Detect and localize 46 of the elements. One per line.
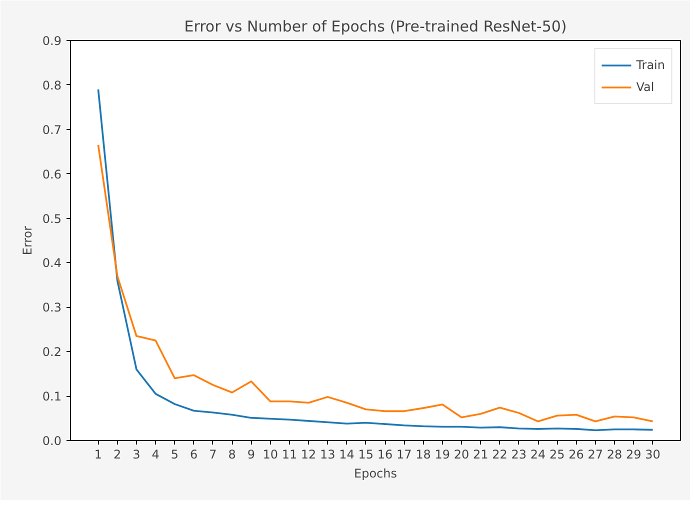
x-tick-label: 23 — [511, 448, 527, 462]
x-tick-label: 11 — [282, 448, 298, 462]
x-axis-title: Epochs — [354, 466, 397, 480]
x-tick-label: 13 — [320, 448, 336, 462]
x-tick-label: 26 — [568, 448, 584, 462]
x-tick-label: 3 — [132, 448, 140, 462]
x-tick-label: 12 — [300, 448, 316, 462]
x-tick-label: 17 — [396, 448, 412, 462]
y-tick-label: 0.8 — [42, 78, 62, 92]
x-tick-label: 25 — [550, 448, 565, 462]
x-tick-label: 18 — [416, 448, 431, 462]
x-tick-label: 16 — [377, 448, 393, 462]
x-tick-label: 19 — [434, 448, 450, 462]
legend-label: Val — [636, 80, 656, 94]
y-tick-label: 0.9 — [42, 34, 62, 48]
y-tick-label: 0.7 — [42, 122, 62, 137]
x-tick-label: 7 — [209, 448, 217, 462]
x-tick-label: 9 — [247, 448, 256, 462]
x-tick-label: 28 — [606, 448, 622, 462]
x-tick-label: 15 — [358, 448, 374, 462]
x-tick-label: 21 — [473, 448, 488, 462]
y-tick-label: 0.6 — [42, 167, 62, 182]
legend-label: Train — [636, 58, 665, 72]
x-tick-label: 5 — [170, 448, 179, 462]
line-series — [97, 144, 654, 422]
x-tick-label: 10 — [262, 448, 278, 462]
y-tick-label: 0.5 — [42, 212, 62, 226]
x-tick-label: 27 — [588, 448, 604, 462]
y-tick-label: 0.2 — [42, 345, 62, 360]
x-tick-label: 6 — [190, 448, 198, 462]
x-tick-label: 14 — [339, 448, 354, 462]
x-tick-label: 24 — [530, 448, 546, 462]
x-tick-label: 8 — [228, 448, 236, 462]
y-tick-label: 0.4 — [42, 256, 62, 270]
y-axis-title: Error — [20, 226, 34, 256]
y-tick-label: 0.3 — [42, 300, 62, 315]
x-tick-label: 30 — [645, 448, 660, 462]
chart-title: Error vs Number of Epochs (Pre-trained ResNet-50) — [184, 18, 567, 36]
x-tick-label: 4 — [152, 448, 160, 462]
x-tick-label: 29 — [626, 448, 642, 462]
x-tick-label: 2 — [114, 448, 122, 462]
y-tick-label: 0.0 — [42, 434, 62, 448]
y-tick-label: 0.1 — [42, 390, 62, 404]
x-tick-label: 20 — [454, 448, 470, 462]
x-tick-label: 1 — [94, 448, 102, 462]
x-tick-label: 22 — [492, 448, 508, 462]
